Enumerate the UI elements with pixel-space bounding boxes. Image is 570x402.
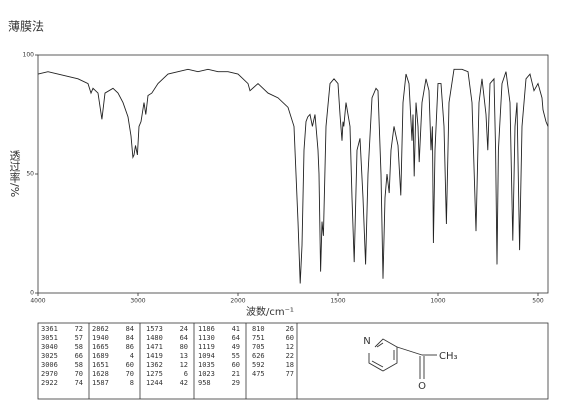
peak-wavenumber: 1587 [92, 379, 109, 387]
x-tick-label: 2000 [230, 298, 245, 305]
peak-transmittance: 12 [180, 361, 188, 369]
peak-transmittance: 80 [180, 343, 188, 351]
peak-wavenumber: 1419 [146, 352, 163, 360]
peak-wavenumber: 810 [252, 325, 265, 333]
peak-wavenumber: 1940 [92, 334, 109, 342]
peak-wavenumber: 3040 [41, 343, 58, 351]
peak-wavenumber: 1119 [198, 343, 215, 351]
peak-transmittance: 41 [232, 325, 240, 333]
ring-double [371, 360, 384, 368]
peak-transmittance: 12 [286, 343, 294, 351]
peak-transmittance: 58 [75, 361, 83, 369]
peak-transmittance: 60 [286, 334, 294, 342]
peak-transmittance: 64 [180, 334, 188, 342]
structure-label: N [363, 336, 370, 347]
peak-transmittance: 49 [232, 343, 240, 351]
peak-transmittance: 58 [75, 343, 83, 351]
peak-transmittance: 57 [75, 334, 83, 342]
peak-wavenumber: 1244 [146, 379, 163, 387]
structure-label: CH₃ [439, 351, 458, 362]
page-title: 薄膜法 [8, 19, 44, 34]
peak-wavenumber: 592 [252, 361, 265, 369]
peak-wavenumber: 1186 [198, 325, 215, 333]
peak-wavenumber: 1275 [146, 370, 163, 378]
peak-wavenumber: 1573 [146, 325, 163, 333]
peak-transmittance: 64 [232, 334, 240, 342]
peak-transmittance: 70 [126, 370, 134, 378]
peak-wavenumber: 705 [252, 343, 265, 351]
peak-transmittance: 22 [286, 352, 294, 360]
peak-transmittance: 18 [286, 361, 294, 369]
peak-transmittance: 55 [232, 352, 240, 360]
peak-wavenumber: 1130 [198, 334, 215, 342]
peak-transmittance: 72 [75, 325, 83, 333]
peak-wavenumber: 1628 [92, 370, 109, 378]
x-tick-label: 1500 [330, 298, 345, 305]
peak-transmittance: 13 [180, 352, 188, 360]
peak-transmittance: 77 [286, 370, 294, 378]
x-axis-label: 波数/cm⁻¹ [246, 305, 294, 318]
y-tick-label: 0 [30, 290, 34, 297]
peak-transmittance: 24 [180, 325, 188, 333]
peak-wavenumber: 1480 [146, 334, 163, 342]
peak-wavenumber: 3051 [41, 334, 58, 342]
peak-wavenumber: 626 [252, 352, 265, 360]
peak-wavenumber: 751 [252, 334, 265, 342]
peak-wavenumber: 1023 [198, 370, 215, 378]
peak-wavenumber: 475 [252, 370, 265, 378]
peak-wavenumber: 1035 [198, 361, 215, 369]
bond [396, 346, 423, 356]
peak-wavenumber: 1094 [198, 352, 215, 360]
peak-transmittance: 4 [130, 352, 134, 360]
peak-transmittance: 42 [180, 379, 188, 387]
peak-transmittance: 86 [126, 343, 134, 351]
peak-transmittance: 70 [75, 370, 83, 378]
y-tick-label: 50 [26, 171, 34, 178]
peak-transmittance: 84 [126, 334, 134, 342]
peak-wavenumber: 3361 [41, 325, 58, 333]
peak-transmittance: 21 [232, 370, 240, 378]
peak-transmittance: 60 [232, 361, 240, 369]
x-tick-label: 4000 [30, 298, 45, 305]
peak-wavenumber: 2970 [41, 370, 58, 378]
peak-wavenumber: 2862 [92, 325, 109, 333]
peak-transmittance: 74 [75, 379, 83, 387]
peak-wavenumber: 3025 [41, 352, 58, 360]
peak-wavenumber: 3006 [41, 361, 58, 369]
ring [368, 338, 398, 372]
peak-wavenumber: 1651 [92, 361, 109, 369]
x-tick-label: 500 [532, 298, 544, 305]
x-tick-label: 1000 [430, 298, 445, 305]
peak-wavenumber: 1689 [92, 352, 109, 360]
y-axis-label: 透过率/% [8, 150, 21, 197]
spectrum-line [37, 68, 549, 284]
peak-wavenumber: 1471 [146, 343, 163, 351]
peak-transmittance: 26 [286, 325, 294, 333]
peak-wavenumber: 2922 [41, 379, 58, 387]
peak-transmittance: 29 [232, 379, 240, 387]
table-frame [37, 322, 549, 400]
peak-wavenumber: 1362 [146, 361, 163, 369]
peak-wavenumber: 958 [198, 379, 211, 387]
peak-transmittance: 6 [184, 370, 188, 378]
structure-label: O [418, 381, 426, 392]
peak-transmittance: 84 [126, 325, 134, 333]
peak-transmittance: 8 [130, 379, 134, 387]
structure [368, 338, 437, 379]
ring-double [376, 342, 384, 348]
y-tick-label: 100 [23, 52, 35, 59]
peak-transmittance: 66 [75, 352, 83, 360]
plot-frame [37, 54, 549, 294]
peak-transmittance: 60 [126, 361, 134, 369]
x-tick-label: 3000 [130, 298, 145, 305]
peak-wavenumber: 1665 [92, 343, 109, 351]
